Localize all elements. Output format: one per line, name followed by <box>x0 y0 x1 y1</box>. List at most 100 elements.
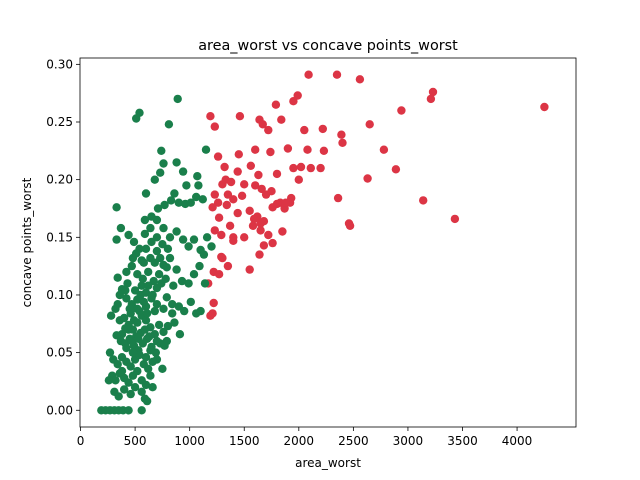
data-point-s1-189 <box>136 290 145 300</box>
data-point-s1-132 <box>137 387 146 396</box>
data-point-s1-89 <box>159 327 168 337</box>
data-point-s1-134 <box>148 383 157 392</box>
data-point-s1-26 <box>112 203 121 212</box>
data-point-s0-38 <box>272 169 282 179</box>
data-point-s0-47 <box>223 190 233 199</box>
data-point-s0-0 <box>304 70 313 79</box>
data-point-s1-52 <box>165 253 175 263</box>
data-point-s1-74 <box>186 297 195 307</box>
data-point-s0-39 <box>296 162 306 172</box>
x-tick-label-2: 1000 <box>174 434 205 448</box>
data-point-s0-51 <box>257 184 266 194</box>
data-point-s0-80 <box>256 226 265 235</box>
data-point-s1-33 <box>146 223 155 233</box>
data-point-s0-28 <box>316 163 325 173</box>
data-point-s1-196 <box>134 334 143 343</box>
data-point-s1-174 <box>135 306 144 316</box>
data-point-s1-37 <box>172 227 181 236</box>
data-point-s0-62 <box>233 208 242 218</box>
data-point-s0-68 <box>281 198 290 207</box>
y-tick-label-6: 0.30 <box>46 57 73 71</box>
data-point-s0-74 <box>210 226 219 235</box>
data-point-s1-182 <box>158 240 167 249</box>
data-point-s0-10 <box>277 115 286 124</box>
data-point-s1-128 <box>114 392 123 401</box>
data-point-s1-65 <box>137 281 146 290</box>
data-point-s1-85 <box>141 316 151 325</box>
data-point-s0-63 <box>245 206 254 215</box>
data-point-s0-93 <box>223 261 233 271</box>
data-point-s1-88 <box>154 320 164 330</box>
data-point-s0-40 <box>289 163 298 173</box>
data-point-s1-153 <box>145 332 154 341</box>
x-axis: 0 500 1000 1500 2000 2500 3000 3500 4000 <box>77 427 532 448</box>
data-point-s0-12 <box>206 112 215 121</box>
x-tick-label-7: 3500 <box>447 434 478 448</box>
data-point-s0-50 <box>251 181 260 190</box>
data-points <box>97 70 549 415</box>
data-point-s1-161 <box>154 270 164 279</box>
data-point-s1-125 <box>146 371 155 380</box>
data-point-s0-36 <box>246 161 255 170</box>
data-point-s0-16 <box>210 122 219 131</box>
data-point-s1-56 <box>189 270 199 279</box>
data-point-s0-33 <box>363 174 372 183</box>
data-point-s0-67 <box>272 199 282 209</box>
y-axis-label: concave points_worst <box>20 177 34 307</box>
data-point-s0-25 <box>234 150 243 159</box>
data-point-s1-54 <box>177 276 187 286</box>
y-tick-label-0: 0.00 <box>46 403 73 417</box>
data-point-s0-3 <box>293 91 302 100</box>
data-point-s1-4 <box>157 146 166 155</box>
data-point-s1-117 <box>111 376 120 385</box>
data-point-s0-91 <box>214 270 224 279</box>
data-point-s0-57 <box>294 175 303 184</box>
data-point-s0-29 <box>306 163 315 173</box>
data-point-s1-105 <box>105 348 115 357</box>
x-tick-label-1: 500 <box>124 434 147 448</box>
data-point-s0-59 <box>208 203 217 212</box>
data-point-s1-47 <box>133 270 142 279</box>
x-tick-label-0: 0 <box>77 434 85 448</box>
data-point-s0-84 <box>259 241 269 250</box>
data-point-s0-76 <box>225 221 235 230</box>
data-point-s1-175 <box>139 297 148 307</box>
data-point-s1-156 <box>123 279 132 288</box>
data-point-s1-62 <box>122 294 131 303</box>
data-point-s1-183 <box>163 244 173 253</box>
data-point-s1-2 <box>173 94 182 104</box>
data-point-s0-2 <box>355 75 365 84</box>
data-point-s0-85 <box>255 250 264 259</box>
data-point-s0-37 <box>254 170 263 180</box>
data-point-s1-149 <box>159 304 168 313</box>
data-point-s0-83 <box>278 227 287 236</box>
y-tick-label-1: 0.05 <box>46 346 73 360</box>
data-point-s1-45 <box>122 267 131 277</box>
data-point-s1-159 <box>144 267 153 277</box>
data-point-s0-70 <box>345 221 355 230</box>
data-point-s1-27 <box>112 235 121 244</box>
data-point-s1-163 <box>169 281 178 290</box>
data-point-s1-167 <box>146 346 155 355</box>
data-point-s1-122 <box>133 366 142 376</box>
data-point-s1-155 <box>160 341 169 350</box>
data-point-s0-9 <box>271 100 281 109</box>
data-point-s1-60 <box>113 273 122 282</box>
data-point-s1-73 <box>180 306 189 316</box>
data-point-s1-131 <box>130 383 140 392</box>
data-point-s1-148 <box>150 306 159 316</box>
data-point-s1-57 <box>195 261 204 271</box>
data-point-s1-194 <box>124 325 133 334</box>
data-point-s0-31 <box>379 145 389 154</box>
data-point-s1-50 <box>152 246 162 256</box>
data-point-s0-48 <box>229 195 238 204</box>
data-point-s0-27 <box>283 144 293 153</box>
data-point-s0-71 <box>333 193 343 203</box>
data-point-s0-72 <box>419 196 428 205</box>
data-point-s0-82 <box>268 238 277 248</box>
data-point-s1-20 <box>166 196 176 205</box>
data-point-s1-190 <box>125 304 134 313</box>
data-point-s1-110 <box>126 362 135 371</box>
data-point-s0-32 <box>391 165 401 174</box>
